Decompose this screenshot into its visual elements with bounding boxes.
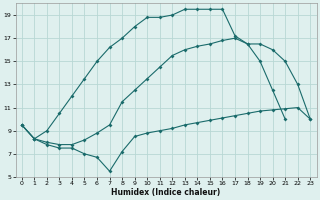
X-axis label: Humidex (Indice chaleur): Humidex (Indice chaleur) [111, 188, 221, 197]
